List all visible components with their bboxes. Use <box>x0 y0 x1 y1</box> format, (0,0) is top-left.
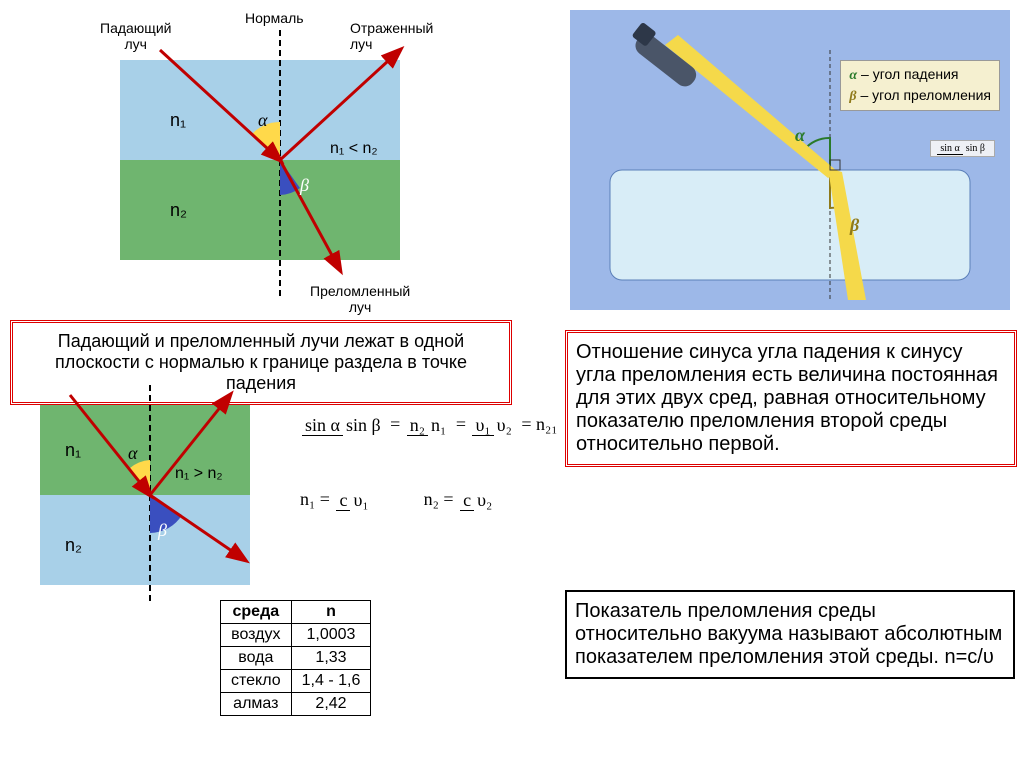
d2-beta: β <box>158 520 167 541</box>
diagram1-svg <box>20 10 480 300</box>
d1-n2: n₂ <box>170 200 187 221</box>
d2-n1: n₁ <box>65 440 81 461</box>
snells-law-formula: sin αsin β = n₂n₁ = υ₁υ₂ = n₂₁ <box>300 415 558 436</box>
f-n21: n₂₁ <box>536 414 558 434</box>
f-sinb: sin β <box>343 415 384 435</box>
law1-text: Падающий и преломленный лучи лежат в одн… <box>55 331 467 393</box>
ri-alpha: α <box>795 125 805 146</box>
d1-rel: n₁ < n₂ <box>330 140 378 158</box>
d2-n2: n₂ <box>65 535 82 556</box>
index-table: средаn воздух1,0003 вода1,33 стекло1,4 -… <box>220 600 371 716</box>
f-v1: υ₁ <box>472 415 493 436</box>
d1-n1: n₁ <box>170 110 186 131</box>
snells-law-statement: Отношение синуса угла падения к синусу у… <box>565 330 1017 467</box>
absolute-index-statement: Показатель преломления среды относительн… <box>565 590 1015 679</box>
d1-beta: β <box>300 175 309 196</box>
f-n2def: n₂ = cυ₂ <box>424 490 498 511</box>
lbl-refracted: Преломленный луч <box>310 283 410 315</box>
diagram-refraction-1: Падающий луч Нормаль Отраженный луч Прел… <box>20 10 480 320</box>
index-formulas: n₁ = cυ₁ n₂ = cυ₂ <box>300 490 497 511</box>
lbl-reflected: Отраженный луч <box>350 20 433 52</box>
d1-alpha: α <box>258 110 267 131</box>
ri-beta: β <box>850 215 859 236</box>
table-row: воздух1,0003 <box>221 624 371 647</box>
f-n1def: n₁ = cυ₁ <box>300 490 374 511</box>
f-n1: n₁ <box>428 415 449 435</box>
f-v2: υ₂ <box>494 415 515 435</box>
th-medium: среда <box>221 601 292 624</box>
f-sina: sin α <box>302 415 343 436</box>
table-row: вода1,33 <box>221 647 371 670</box>
d2-rel: n₁ > n₂ <box>175 465 223 483</box>
lbl-incident: Падающий луч <box>100 20 171 52</box>
f-n2: n₂ <box>407 415 428 436</box>
d2-alpha: α <box>128 443 137 464</box>
th-n: n <box>291 601 371 624</box>
table-row: алмаз2,42 <box>221 693 371 716</box>
diagram2-svg <box>20 385 270 605</box>
diagram-refraction-2: n₁ n₂ α β n₁ > n₂ <box>20 385 270 615</box>
pencil-refraction-illustration: α β α – угол падения β – угол преломлени… <box>570 10 1010 310</box>
ri-mini-formula: sin αsin β <box>930 140 995 157</box>
ri-legend: α – угол падения β – угол преломления <box>840 60 1000 111</box>
lbl-normal: Нормаль <box>245 10 304 26</box>
table-row: стекло1,4 - 1,6 <box>221 670 371 693</box>
